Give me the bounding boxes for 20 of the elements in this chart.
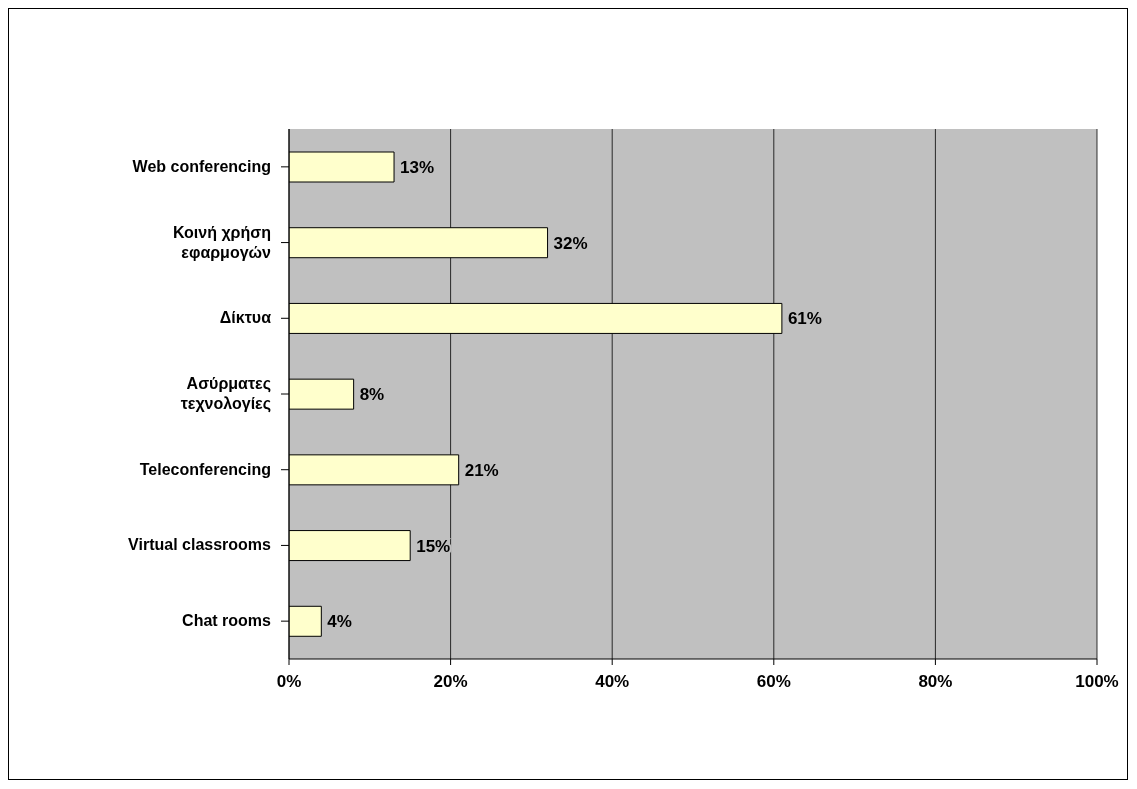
data-label: 15% — [416, 536, 451, 556]
y-tick-label: Teleconferencing — [139, 460, 271, 478]
data-label: 4% — [327, 612, 352, 632]
y-tick-label: Virtual classrooms — [128, 536, 272, 554]
data-label: 8% — [359, 385, 385, 405]
y-tick-label: Κοινή χρήση εφαρμογών — [172, 223, 272, 261]
x-tick-label: 40% — [595, 672, 630, 692]
x-tick-label: 20% — [433, 672, 468, 692]
data-label: 32% — [553, 233, 588, 253]
x-tick-label: 60% — [756, 672, 791, 692]
y-tick-label: Chat rooms — [182, 612, 272, 630]
data-label: 13% — [400, 158, 435, 178]
data-label: 61% — [787, 309, 822, 329]
x-tick-label: 80% — [918, 672, 953, 692]
x-tick-label: 0% — [276, 672, 302, 692]
x-tick-label: 100% — [1075, 672, 1119, 692]
data-label: 21% — [464, 460, 499, 480]
y-tick-label: Δίκτυα — [219, 309, 272, 327]
y-tick-label: Web conferencing — [132, 157, 271, 175]
y-tick-label: Ασύρματες τεχνολογίες — [180, 375, 271, 413]
